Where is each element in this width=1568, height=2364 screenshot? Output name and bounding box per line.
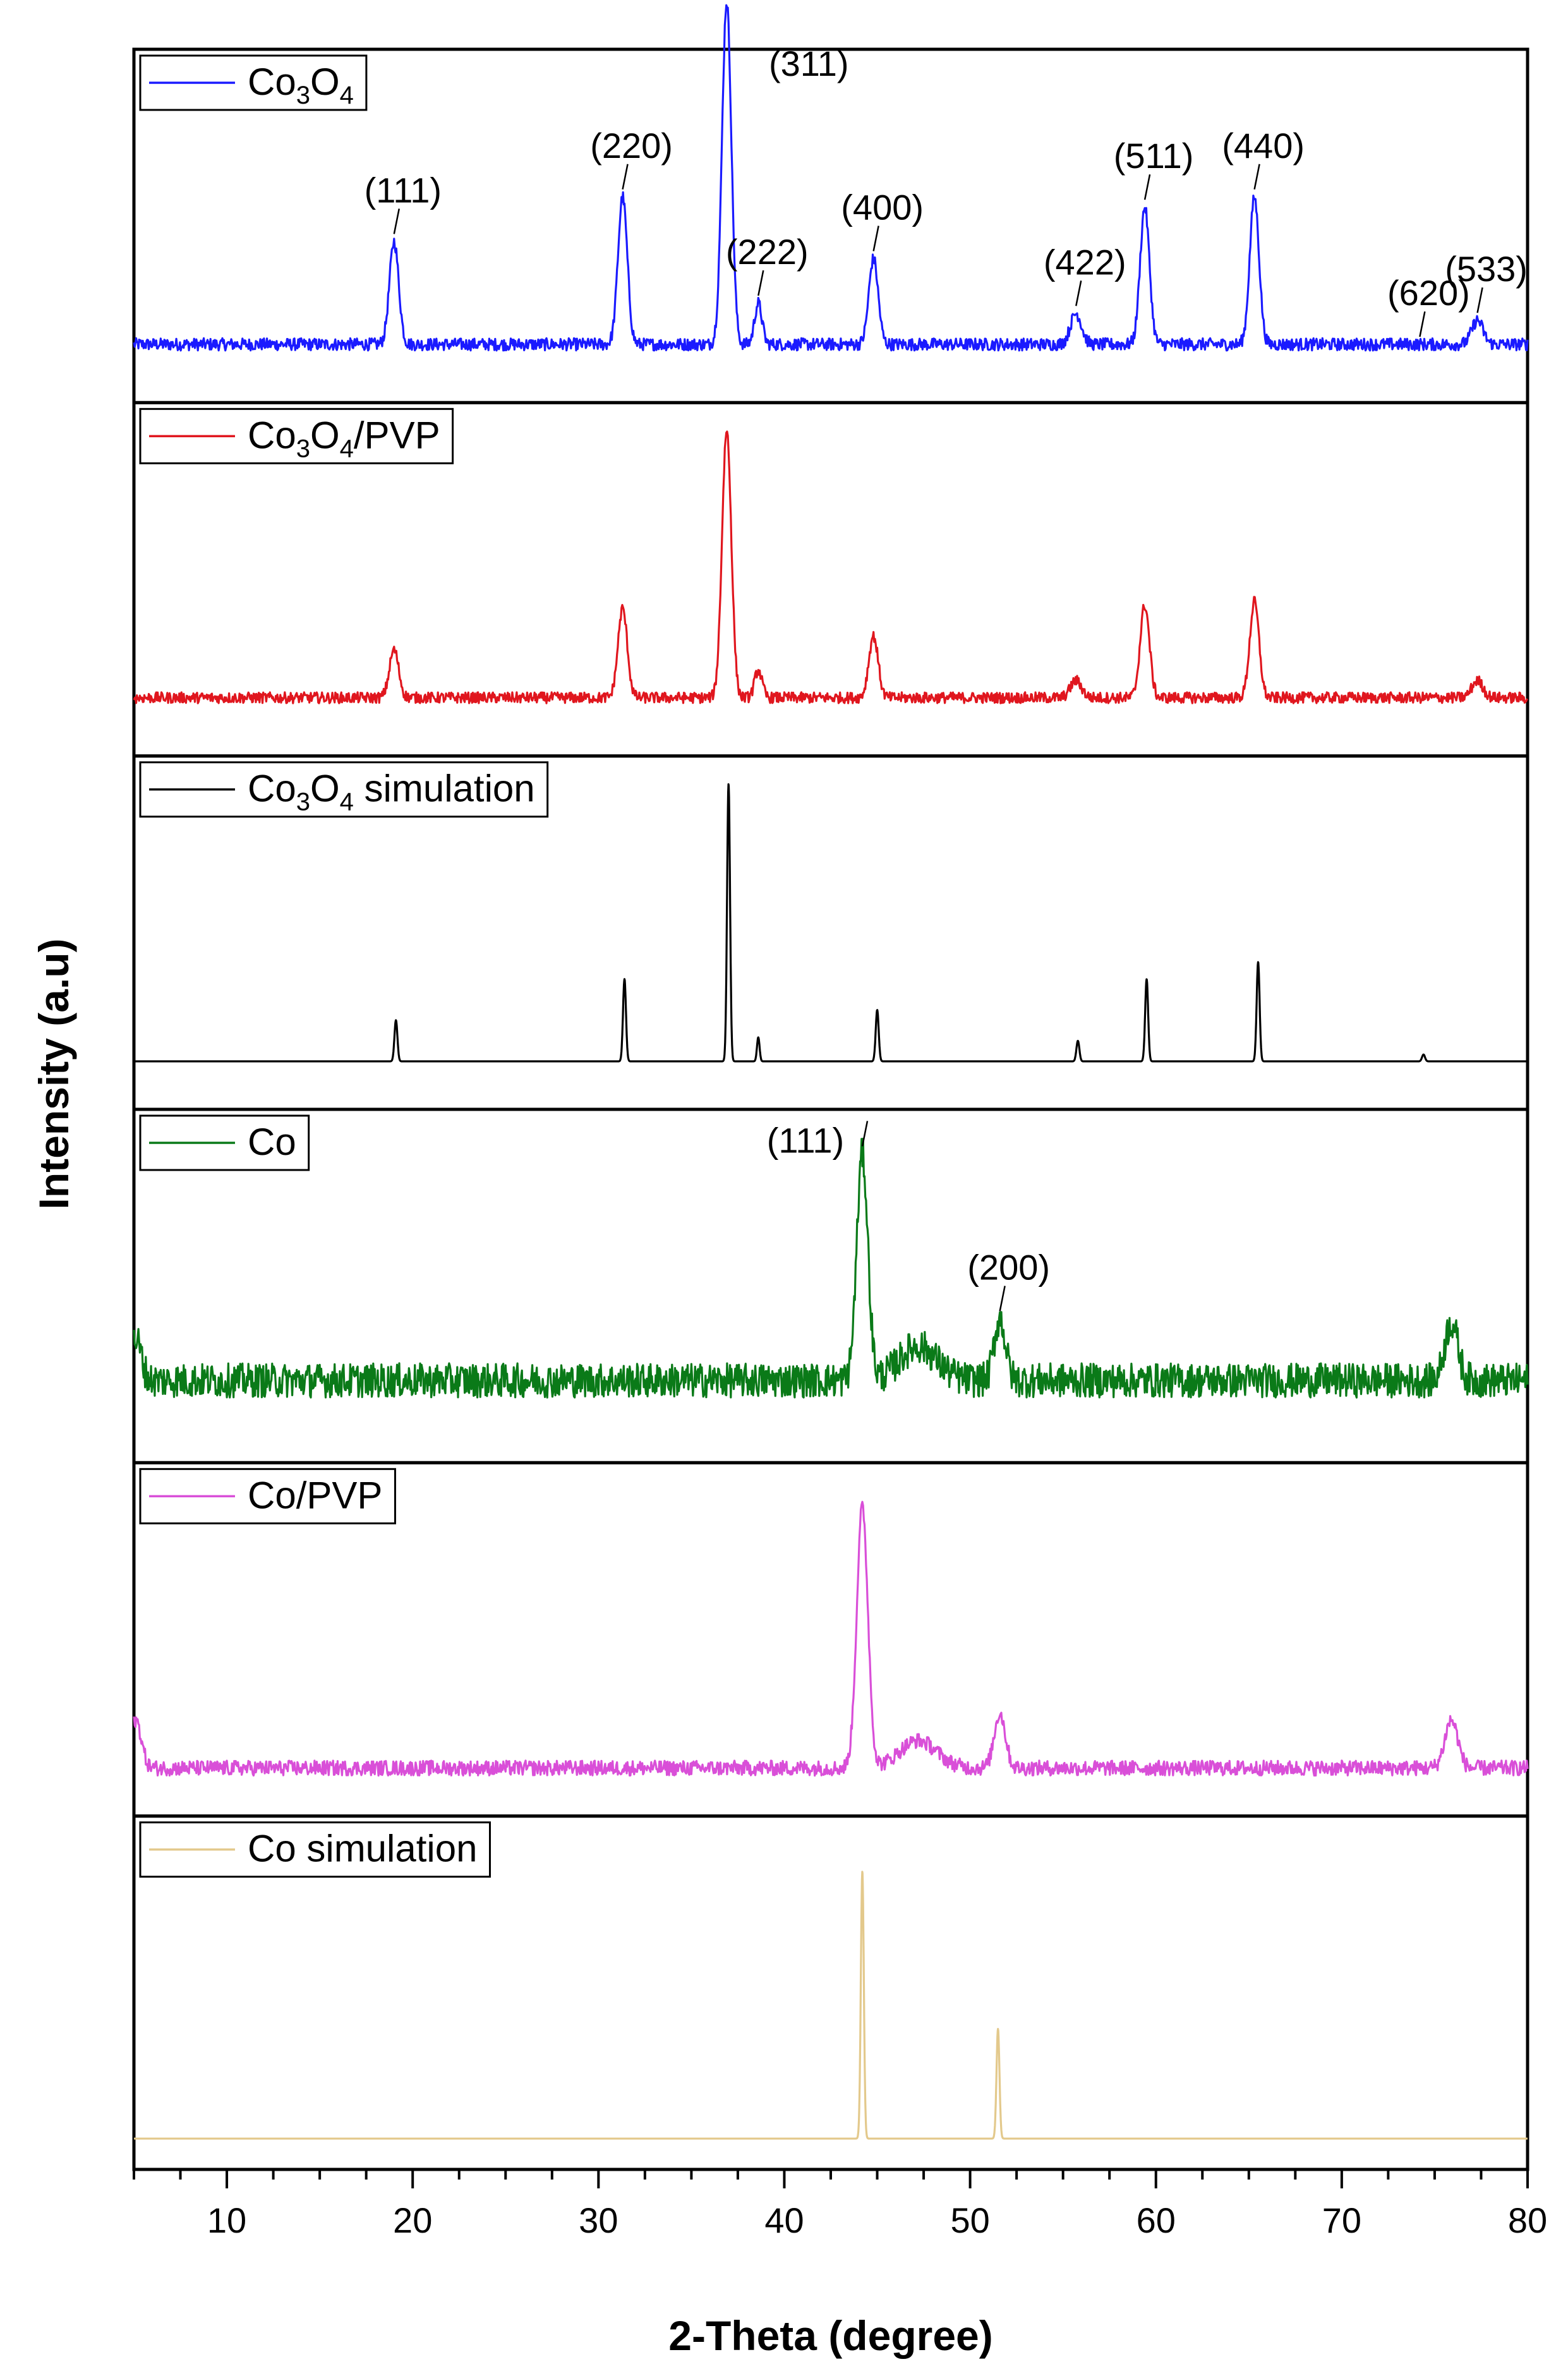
panel-1: Co3O4 (111) (220) (311) (222) (400) (422) (511)… <box>132 4 1529 404</box>
legend-subscript: 3 <box>296 81 310 109</box>
peak-label: (222) <box>726 232 809 272</box>
x-axis: 10 20 30 40 50 60 70 80 <box>133 2169 1547 2240</box>
legend: Co3O4 simulation <box>139 761 549 818</box>
legend-part: Co <box>248 61 296 103</box>
legend: Co <box>139 1114 310 1171</box>
panels-group: Co3O4(111)(220)(311)(222)(400)(422)(511)… <box>132 4 1529 2171</box>
legend-label: Co3O4 <box>248 61 354 109</box>
series-line <box>133 1871 1529 2140</box>
x-tick-label: 20 <box>393 2200 432 2240</box>
annotation-leader <box>861 1121 869 1147</box>
x-axis-title: 2-Theta (degree) <box>668 2312 992 2359</box>
series-line <box>133 430 1528 704</box>
x-tick-label: 80 <box>1508 2200 1547 2240</box>
annotation-leader <box>1419 311 1426 337</box>
annotation-leader <box>1476 287 1483 313</box>
peak-label: (620) <box>1387 273 1470 313</box>
peak-label: (111) <box>365 170 442 210</box>
legend-subscript: 3 <box>296 435 310 462</box>
panel-5: Co/PVP <box>132 1461 1529 1818</box>
annotation-leader <box>757 270 764 296</box>
peak-label: (400) <box>841 187 924 227</box>
x-tick-label: 50 <box>950 2200 989 2240</box>
legend-box <box>139 54 368 111</box>
panel-2: Co3O4/PVP <box>132 401 1529 758</box>
peak-label: (533) <box>1445 249 1528 289</box>
peak-label: (440) <box>1222 126 1305 166</box>
peak-label: (200) <box>967 1247 1050 1287</box>
series-line <box>133 1500 1529 1777</box>
legend-part: simulation <box>354 768 535 810</box>
legend-part: Co <box>248 768 296 810</box>
y-axis-title: Intensity (a.u) <box>30 938 77 1209</box>
annotation-leader <box>1143 174 1151 200</box>
legend-subscript: 4 <box>340 81 354 109</box>
legend-part: Co/PVP <box>248 1474 382 1516</box>
legend: Co simulation <box>139 1821 491 1878</box>
legend-part: Co <box>248 414 296 456</box>
legend-label: Co3O4/PVP <box>248 414 440 462</box>
legend: Co/PVP <box>139 1468 396 1524</box>
x-tick-label: 10 <box>207 2200 246 2240</box>
panel-3: Co3O4 simulation <box>132 754 1529 1111</box>
legend-label: Co simulation <box>248 1828 478 1870</box>
peak-label: (422) <box>1044 242 1126 282</box>
peak-label: (311) <box>769 44 849 83</box>
legend-part: O <box>310 61 340 103</box>
legend-part: Co simulation <box>248 1828 478 1870</box>
x-tick-label: 30 <box>579 2200 618 2240</box>
annotation-leader <box>872 226 879 251</box>
panel-6: Co simulation <box>132 1814 1529 2171</box>
legend-label: Co/PVP <box>248 1474 382 1516</box>
peak-label: (111) <box>767 1120 844 1160</box>
panel-frame <box>132 1107 1529 1464</box>
legend-part: /PVP <box>354 414 440 456</box>
series-line <box>133 783 1529 1063</box>
annotation-leader <box>1075 280 1082 306</box>
annotation-leader <box>393 208 401 234</box>
legend-part: Co <box>248 1121 296 1163</box>
legend-subscript: 4 <box>340 788 354 816</box>
legend-label: Co3O4 simulation <box>248 768 535 816</box>
panel-4: Co (111) (200) <box>132 1107 1529 1464</box>
legend-subscript: 4 <box>340 435 354 462</box>
legend: Co3O4 <box>139 54 368 111</box>
series-line <box>133 1138 1529 1399</box>
annotation-leader <box>999 1286 1006 1312</box>
x-tick-label: 60 <box>1137 2200 1176 2240</box>
peak-label: (220) <box>590 126 673 166</box>
x-tick-label: 40 <box>764 2200 804 2240</box>
series-line <box>133 4 1529 352</box>
x-tick-label: 70 <box>1322 2200 1361 2240</box>
annotation-leader <box>622 164 629 190</box>
annotation-leader <box>1253 164 1260 190</box>
legend-part: O <box>310 768 340 810</box>
legend-part: O <box>310 414 340 456</box>
legend-subscript: 3 <box>296 788 310 816</box>
legend: Co3O4/PVP <box>139 407 454 464</box>
legend-label: Co <box>248 1121 296 1163</box>
peak-label: (511) <box>1114 136 1194 176</box>
